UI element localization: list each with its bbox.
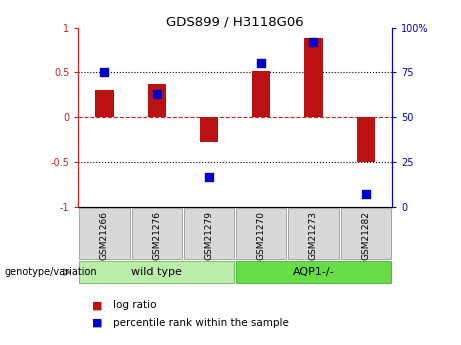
Bar — [236, 261, 391, 283]
Text: ■: ■ — [92, 318, 103, 327]
Bar — [184, 208, 234, 259]
Point — [310, 39, 317, 45]
Bar — [200, 117, 218, 142]
Bar — [132, 208, 182, 259]
Point — [362, 192, 369, 197]
Text: GSM21276: GSM21276 — [152, 211, 161, 260]
Text: GSM21266: GSM21266 — [100, 211, 109, 260]
Bar — [304, 38, 323, 117]
Text: percentile rank within the sample: percentile rank within the sample — [113, 318, 289, 327]
Bar — [236, 208, 286, 259]
Bar — [341, 208, 391, 259]
Text: GDS899 / H3118G06: GDS899 / H3118G06 — [166, 16, 304, 29]
Text: GSM21270: GSM21270 — [257, 211, 266, 260]
Point — [153, 91, 160, 97]
Bar — [148, 84, 166, 117]
Text: log ratio: log ratio — [113, 300, 156, 310]
Bar — [79, 208, 130, 259]
Bar — [289, 208, 338, 259]
Point — [205, 174, 213, 179]
Bar — [252, 71, 270, 117]
Point — [101, 70, 108, 75]
Text: GSM21273: GSM21273 — [309, 211, 318, 260]
Text: GSM21282: GSM21282 — [361, 211, 370, 260]
Text: wild type: wild type — [131, 267, 182, 277]
Text: AQP1-/-: AQP1-/- — [293, 267, 334, 277]
Text: ■: ■ — [92, 300, 103, 310]
Text: genotype/variation: genotype/variation — [5, 267, 97, 277]
Bar — [79, 261, 234, 283]
Point — [258, 61, 265, 66]
Text: GSM21279: GSM21279 — [205, 211, 213, 260]
Bar — [95, 90, 113, 117]
Bar — [357, 117, 375, 162]
